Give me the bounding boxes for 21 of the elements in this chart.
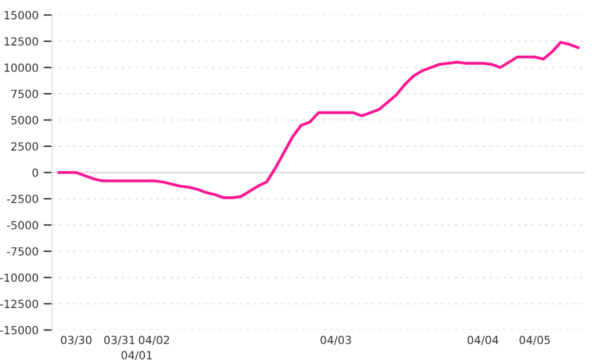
y-tick-label: 15000 [4, 10, 38, 20]
x-tick-label: 04/05 [520, 336, 550, 346]
y-tick-label: -15000 [0, 326, 38, 334]
x-tick-label: 03/30 [60, 336, 92, 346]
y-tick-label: 0 [32, 168, 38, 177]
x-tick-label: 04/03 [320, 336, 351, 346]
x-tick-label: 03/31 [104, 336, 134, 346]
y-tick-label: -10000 [0, 273, 38, 282]
line-series [58, 40, 580, 200]
x-tick-label: 04/01 [122, 351, 152, 360]
y-tick-label: 7500 [11, 90, 38, 98]
y-tick-label: -5000 [7, 220, 38, 230]
y-tick-label: -7500 [7, 247, 38, 256]
y-tick-label: -2500 [7, 194, 38, 204]
y-tick-label: 2500 [11, 142, 38, 151]
x-tick-label: 04/02 [138, 336, 169, 346]
y-tick-label: -12500 [0, 300, 38, 308]
x-tick-label: 04/04 [468, 336, 498, 346]
y-tick-label: 10000 [4, 63, 38, 72]
y-tick-label: 5000 [11, 116, 38, 124]
y-tick-label: 12500 [4, 37, 38, 46]
